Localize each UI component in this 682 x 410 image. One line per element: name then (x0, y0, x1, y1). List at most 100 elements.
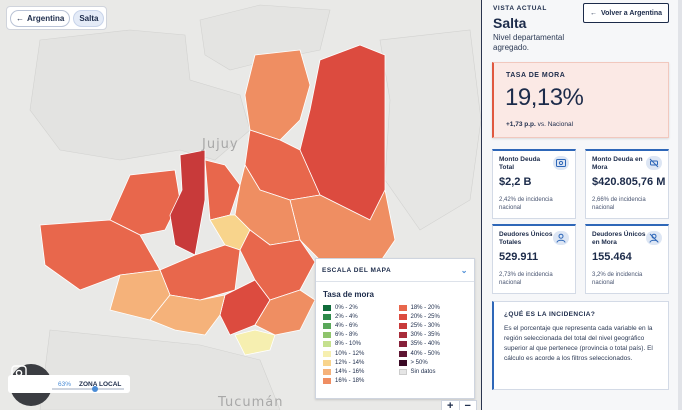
legend-label: Sin datos (410, 368, 436, 375)
stat-card-overdue-debt: Monto Deuda en Mora $420.805,76 M 2,66% … (585, 149, 669, 219)
legend-item: 0% - 2% (323, 303, 399, 312)
legend-swatch (398, 313, 407, 320)
user-alert-icon (646, 231, 662, 245)
department-region[interactable] (169, 149, 206, 256)
legend-swatch (398, 332, 407, 339)
legend-column-left: 0% - 2% 2% - 4% 4% - 6% 6% - 8% 8% - 10% 10% … (323, 303, 399, 386)
stat-card-total-debtors: Deudores Únicos Totales 529.911 2,73% de… (492, 224, 576, 294)
map-legend: ESCALA DEL MAPA ⌄ Tasa de mora 0% - 2% 2%… (315, 258, 475, 399)
legend-label: 12% - 14% (335, 359, 365, 366)
legend-item: Sin datos (398, 367, 475, 376)
legend-label: 20% - 25% (410, 313, 440, 320)
view-eyebrow: VISTA ACTUAL (493, 5, 547, 12)
breadcrumb: ← Argentina Salta (6, 6, 107, 30)
department-region[interactable] (204, 159, 241, 221)
legend-item: 4% - 6% (323, 321, 399, 330)
back-to-argentina-button[interactable]: ← Volver a Argentina (583, 3, 669, 23)
info-body: Es el porcentaje que representa cada var… (504, 325, 653, 362)
default-rate-card: TASA DE MORA 19,13% +1,73 p.p. vs. Nacio… (492, 62, 669, 138)
legend-swatch (398, 350, 407, 357)
legend-swatch (398, 359, 407, 366)
legend-label: > 50% (410, 359, 428, 366)
rate-label: TASA DE MORA (506, 72, 566, 79)
legend-item: > 50% (398, 358, 475, 367)
legend-label: 2% - 4% (335, 313, 358, 320)
map-canvas[interactable] (0, 0, 481, 410)
zoom-slider-handle[interactable] (92, 386, 98, 392)
legend-item: 12% - 14% (323, 358, 399, 367)
stat-card-overdue-debtors: Deudores Únicos en Mora 155.464 3,2% de … (585, 224, 669, 294)
breadcrumb-argentina-button[interactable]: ← Argentina (10, 9, 71, 27)
legend-item: 25% - 30% (398, 321, 475, 330)
legend-swatch (323, 341, 331, 348)
legend-swatch (398, 341, 407, 348)
incidence-info-card: ¿QUÉ ES LA INCIDENCIA? Es el porcentaje … (492, 301, 669, 390)
arrow-left-icon: ← (589, 9, 597, 17)
department-region[interactable] (244, 49, 311, 141)
legend-label: 16% - 18% (335, 378, 365, 385)
legend-swatch (323, 350, 331, 357)
legend-label: 4% - 6% (335, 322, 358, 329)
legend-label: 35% - 40% (410, 341, 440, 348)
legend-item: 35% - 40% (398, 340, 475, 349)
legend-label: 30% - 35% (410, 332, 440, 339)
legend-label: 6% - 8% (335, 332, 358, 339)
legend-swatch (323, 322, 331, 329)
map-label-jujuy: Jujuy (202, 137, 239, 152)
legend-item: 20% - 25% (398, 312, 475, 321)
map-label-tucuman: Tucumán (218, 395, 284, 410)
user-icon (553, 231, 569, 245)
legend-item: 2% - 4% (323, 312, 399, 321)
legend-subtitle: Tasa de mora (323, 290, 374, 299)
legend-item: 16% - 18% (323, 377, 399, 386)
legend-swatch (323, 313, 331, 320)
overdue-money-icon (646, 156, 662, 170)
legend-swatch (398, 322, 407, 329)
department-region[interactable] (234, 329, 276, 356)
zoom-out-button[interactable]: − (458, 401, 477, 410)
zoom-zone-label: ZONA LOCAL (79, 380, 122, 388)
money-icon (553, 156, 569, 170)
legend-swatch (398, 368, 407, 375)
legend-swatch (323, 332, 331, 339)
legend-label: 8% - 10% (335, 341, 362, 348)
chevron-down-icon[interactable]: ⌄ (460, 265, 468, 275)
neighbor-region (379, 29, 481, 231)
panel-scrollbar[interactable] (678, 0, 682, 410)
legend-label: 40% - 50% (410, 350, 440, 357)
breadcrumb-salta-chip[interactable]: Salta (73, 9, 105, 27)
zoom-in-button[interactable]: + (447, 400, 454, 410)
arrow-left-icon: ← (16, 13, 24, 23)
legend-header[interactable]: ESCALA DEL MAPA ⌄ (316, 259, 474, 282)
legend-swatch (323, 378, 331, 385)
zoom-track[interactable] (52, 388, 124, 390)
rate-delta: +1,73 p.p. vs. Nacional (506, 121, 574, 128)
rate-value: 19,13% (505, 84, 584, 111)
neighbor-region (29, 29, 251, 161)
info-title: ¿QUÉ ES LA INCIDENCIA? (504, 311, 596, 318)
legend-item: 14% - 16% (323, 367, 399, 376)
department-region[interactable] (149, 294, 226, 336)
legend-swatch (323, 368, 331, 375)
legend-item: 18% - 20% (398, 303, 475, 312)
legend-item: 30% - 35% (398, 331, 475, 340)
legend-swatch (398, 304, 407, 311)
stat-card-total-debt: Monto Deuda Total $2,2 B 2,42% de incide… (492, 149, 576, 219)
region-description: Nivel departamental agregado. (493, 33, 565, 52)
department-region[interactable] (159, 244, 241, 301)
zoom-level-bar[interactable]: 63% ZONA LOCAL (8, 375, 130, 393)
legend-column-right: 18% - 20% 20% - 25% 25% - 30% 30% - 35% 35% … (398, 303, 475, 386)
legend-item: 40% - 50% (398, 349, 475, 358)
legend-item: 10% - 12% (323, 349, 399, 358)
region-title: Salta (493, 15, 527, 31)
legend-label: 0% - 2% (335, 304, 358, 311)
legend-swatch (323, 359, 331, 366)
legend-label: 10% - 12% (335, 350, 365, 357)
zoom-percent: 63% (58, 380, 72, 388)
legend-item: 6% - 8% (323, 331, 399, 340)
legend-item: 8% - 10% (323, 340, 399, 349)
legend-label: 25% - 30% (410, 322, 440, 329)
detail-panel: VISTA ACTUAL Salta Nivel departamental a… (481, 0, 678, 410)
choropleth-map[interactable]: Jujuy Tucumán ← Argentina Salta ESCALA D… (0, 0, 481, 410)
zoom-controls: + − (441, 400, 477, 410)
